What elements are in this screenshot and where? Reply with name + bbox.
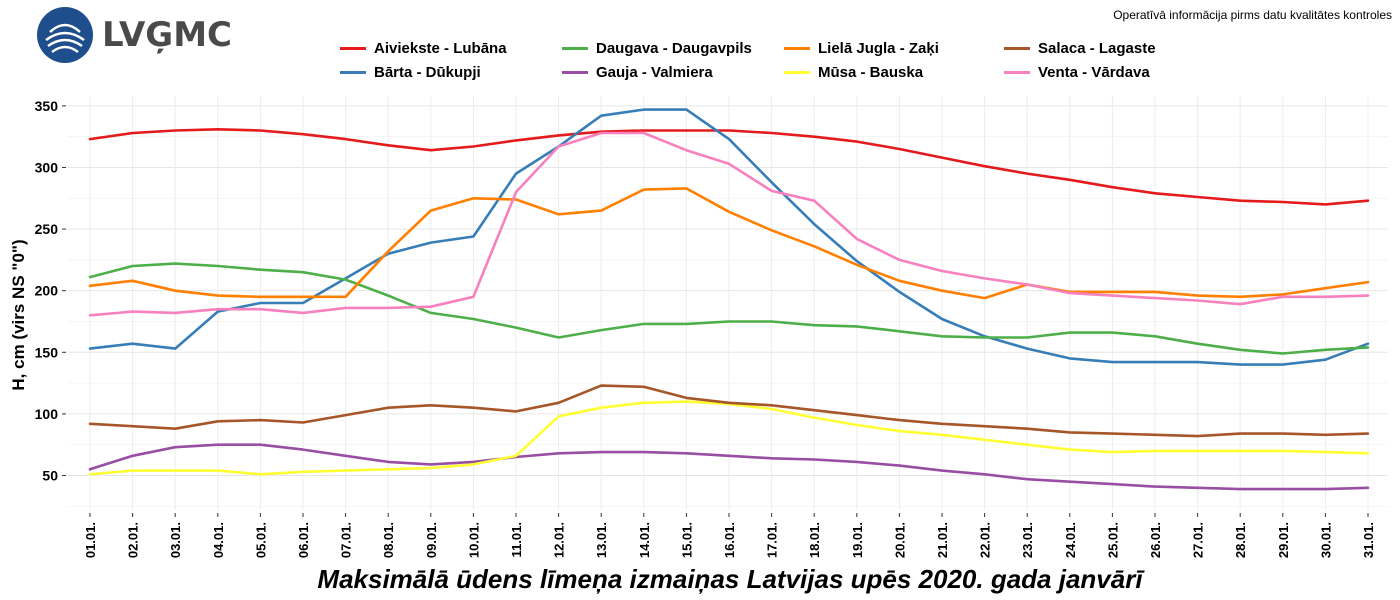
- x-tick-label: 20.01.: [892, 522, 907, 558]
- legend-swatch: [340, 46, 366, 50]
- series-line-liela-jugla-zaki: [88, 187, 1370, 300]
- legend-item: Venta - Vārdava: [1004, 62, 1204, 82]
- x-tick-label: 02.01.: [126, 522, 141, 558]
- series-line-aiviekste-lubana: [88, 128, 1370, 206]
- x-tick-label: 03.01.: [168, 522, 183, 558]
- chart-title: Maksimālā ūdens līmeņa izmaiņas Latvijas…: [317, 564, 1143, 594]
- legend-label: Gauja - Valmiera: [596, 63, 713, 81]
- x-tick-label: 05.01.: [253, 522, 268, 558]
- x-tick-label: 12.01.: [552, 522, 567, 558]
- x-tick-label: 04.01.: [211, 522, 226, 558]
- x-tick-label: 10.01.: [466, 522, 481, 558]
- data-quality-notice: Operatīvā informācija pirms datu kvalitā…: [1113, 8, 1392, 22]
- y-axis-label: H, cm (virs NS "0"): [9, 239, 28, 390]
- logo-text: LVĢMC: [102, 15, 232, 55]
- legend-swatch: [784, 70, 810, 74]
- series-line-gauja-valmiera: [88, 443, 1370, 491]
- legend-swatch: [784, 46, 810, 50]
- x-tick-label: 07.01.: [339, 522, 354, 558]
- brand-logo: LVĢMC: [36, 6, 232, 64]
- legend-item: Mūsa - Bauska: [784, 62, 1004, 82]
- chart-legend: Aiviekste - Lubāna Daugava - Daugavpils Li…: [340, 38, 1204, 82]
- y-tick-label: 300: [35, 159, 59, 175]
- y-tick-label: 350: [35, 98, 59, 114]
- x-tick-label: 23.01.: [1020, 522, 1035, 558]
- x-tick-label: 18.01.: [807, 522, 822, 558]
- x-tick-label: 08.01.: [381, 522, 396, 558]
- y-tick-label: 100: [35, 406, 59, 422]
- legend-swatch: [562, 46, 588, 50]
- logo-circle-icon: [37, 7, 93, 63]
- x-tick-label: 24.01.: [1063, 522, 1078, 558]
- legend-label: Salaca - Lagaste: [1038, 39, 1156, 57]
- legend-item: Gauja - Valmiera: [562, 62, 784, 82]
- series-line-venta-vardava: [88, 131, 1370, 317]
- y-tick-label: 150: [35, 344, 59, 360]
- x-tick-label: 30.01.: [1318, 522, 1333, 558]
- legend-swatch: [1004, 46, 1030, 50]
- x-tick-label: 13.01.: [594, 522, 609, 558]
- series-line-salaca-lagaste: [88, 384, 1370, 438]
- y-tick-label: 200: [35, 283, 59, 299]
- x-tick-label: 22.01.: [978, 522, 993, 558]
- y-tick-label: 50: [42, 468, 58, 484]
- legend-item: Daugava - Daugavpils: [562, 38, 784, 58]
- legend-label: Mūsa - Bauska: [818, 63, 924, 81]
- x-tick-label: 14.01.: [637, 522, 652, 558]
- legend-item: Lielā Jugla - Zaķi: [784, 38, 1004, 58]
- x-tick-label: 21.01.: [935, 522, 950, 558]
- x-tick-label: 11.01.: [509, 522, 524, 557]
- legend-item: Bārta - Dūkupji: [340, 62, 562, 82]
- x-tick-label: 27.01.: [1191, 522, 1206, 558]
- legend-item: Salaca - Lagaste: [1004, 38, 1204, 58]
- chart-series: [88, 108, 1370, 491]
- legend-label: Venta - Vārdava: [1038, 63, 1150, 81]
- legend-label: Daugava - Daugavpils: [596, 39, 752, 57]
- x-tick-label: 16.01.: [722, 522, 737, 558]
- x-tick-label: 17.01.: [765, 522, 780, 558]
- legend-swatch: [562, 70, 588, 74]
- series-line-daugava-daugavpils: [88, 262, 1370, 355]
- x-tick-label: 25.01.: [1105, 522, 1120, 558]
- legend-label: Lielā Jugla - Zaķi: [818, 39, 939, 57]
- x-tick-label: 31.01.: [1361, 522, 1376, 558]
- legend-label: Bārta - Dūkupji: [374, 63, 481, 81]
- x-tick-label: 06.01.: [296, 522, 311, 558]
- x-tick-label: 29.01.: [1276, 522, 1291, 558]
- x-tick-label: 01.01.: [83, 522, 98, 558]
- y-tick-label: 250: [35, 221, 59, 237]
- x-tick-label: 15.01.: [679, 522, 694, 558]
- legend-swatch: [1004, 70, 1030, 74]
- x-tick-label: 28.01.: [1233, 522, 1248, 558]
- chart-axes: 50 100 150 200 250 300 350 01.01. 02.01. 03.01. 04…: [35, 98, 1376, 558]
- x-tick-label: 19.01.: [850, 522, 865, 558]
- legend-swatch: [340, 70, 366, 74]
- x-tick-label: 26.01.: [1148, 522, 1163, 558]
- series-line-barta-dukupji: [88, 108, 1370, 366]
- legend-item: Aiviekste - Lubāna: [340, 38, 562, 58]
- legend-label: Aiviekste - Lubāna: [374, 39, 507, 57]
- x-tick-label: 09.01.: [424, 522, 439, 558]
